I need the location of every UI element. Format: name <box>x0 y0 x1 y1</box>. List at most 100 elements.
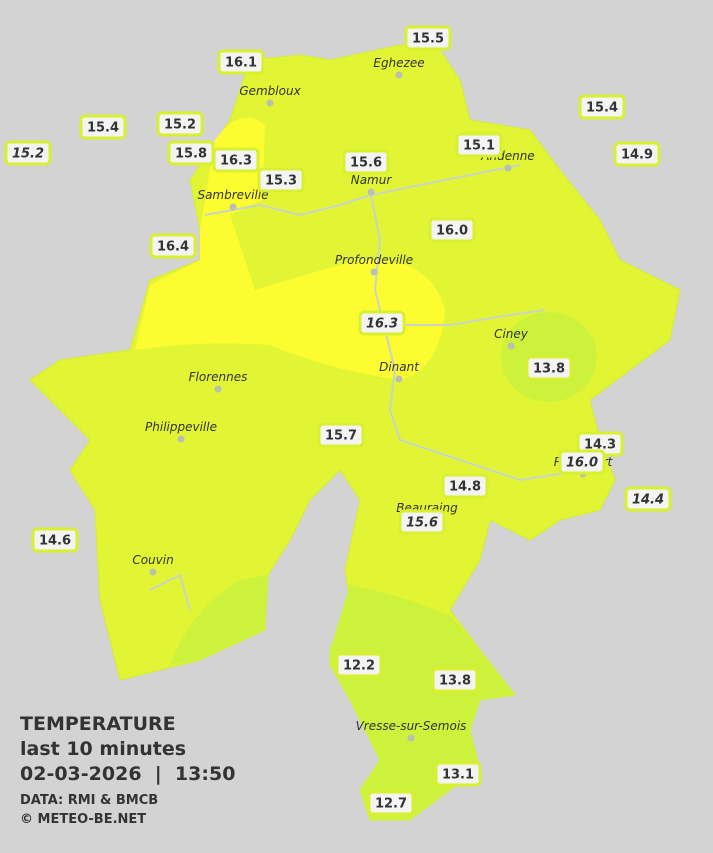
temperature-label: 13.1 <box>434 761 482 787</box>
temperature-label: 15.2 <box>4 140 52 166</box>
temperature-label: 14.9 <box>613 141 661 167</box>
city-dot <box>214 385 222 393</box>
city-dot <box>266 99 274 107</box>
temperature: 14.6 <box>39 534 71 549</box>
temperature-label: 15.3 <box>257 167 305 193</box>
credit: © METEO-BE.NET <box>20 812 146 827</box>
temperature-label: 15.1 <box>455 132 503 158</box>
city-dot <box>367 188 375 196</box>
temperature-label: 15.4 <box>79 114 127 140</box>
label-box <box>455 132 503 158</box>
temperature: 15.1 <box>463 139 495 154</box>
temperature-label: 14.8 <box>441 473 489 499</box>
temperature: 15.3 <box>265 174 297 189</box>
temperature: 14.4 <box>632 493 664 508</box>
temperature: 15.5 <box>412 32 444 47</box>
temperature: 15.8 <box>175 147 207 162</box>
city-name: Profondeville <box>335 253 413 267</box>
temperature: 15.4 <box>586 101 618 116</box>
city-name: Namur <box>351 173 393 187</box>
temperature: 13.8 <box>439 674 471 689</box>
cool-zone <box>170 575 268 665</box>
label-box <box>31 527 79 553</box>
temperature: 16.0 <box>566 456 598 471</box>
label-box <box>257 167 305 193</box>
temperature-label: 15.8 <box>167 140 215 166</box>
label-box <box>404 25 452 51</box>
temperature: 14.9 <box>621 148 653 163</box>
temperature: 12.7 <box>375 797 407 812</box>
label-box <box>217 49 265 75</box>
temperature-label: 15.6 <box>398 509 446 535</box>
city-dot <box>149 568 157 576</box>
temperature-label: 14.6 <box>31 527 79 553</box>
temperature-label: 13.8 <box>431 667 479 693</box>
temperature-label: 14.4 <box>624 486 672 512</box>
temperature: 12.2 <box>343 659 375 674</box>
temperature-label: 15.5 <box>404 25 452 51</box>
city-dot <box>177 435 185 443</box>
temperature-label: 15.7 <box>317 422 365 448</box>
temperature-label: 15.2 <box>156 111 204 137</box>
label-box <box>149 233 197 259</box>
temperature-label: 16.0 <box>558 449 606 475</box>
temperature-label: 13.8 <box>525 355 573 381</box>
temperature-label: 15.6 <box>342 149 390 175</box>
label-box <box>156 111 204 137</box>
label-box <box>367 790 415 816</box>
temperature: 16.3 <box>366 317 398 332</box>
label-box <box>558 449 606 475</box>
label-box <box>428 217 476 243</box>
city-name: Eghezee <box>373 56 424 70</box>
temperature: 16.3 <box>220 154 252 169</box>
temperature-label: 12.2 <box>335 652 383 678</box>
city-name: Florennes <box>189 370 248 384</box>
city-dot <box>395 375 403 383</box>
temperature: 15.6 <box>406 516 438 531</box>
label-box <box>335 652 383 678</box>
city-name: Vresse-sur-Semois <box>356 719 467 733</box>
city-dot <box>507 342 515 350</box>
temperature: 15.6 <box>350 156 382 171</box>
title: TEMPERATURE <box>20 713 176 735</box>
label-box <box>212 147 260 173</box>
city-dot <box>370 268 378 276</box>
city-dot <box>395 71 403 79</box>
temperature: 13.1 <box>442 768 474 783</box>
temperature: 15.2 <box>164 118 196 133</box>
label-box <box>342 149 390 175</box>
river <box>149 164 586 611</box>
city-name: Gembloux <box>239 84 301 98</box>
label-box <box>441 473 489 499</box>
temperature: 16.4 <box>157 240 189 255</box>
temperature: 15.2 <box>12 147 44 162</box>
source: DATA: RMI & BMCB <box>20 793 158 808</box>
label-box <box>431 667 479 693</box>
label-box <box>79 114 127 140</box>
city-name: Dinant <box>379 360 420 374</box>
label-box <box>358 310 406 336</box>
label-box <box>613 141 661 167</box>
temperature-label: 16.3 <box>212 147 260 173</box>
temperature-label: 16.0 <box>428 217 476 243</box>
temperature: 16.1 <box>225 56 257 71</box>
city-name: Couvin <box>132 553 173 567</box>
city-dot <box>407 734 415 742</box>
label-box <box>624 486 672 512</box>
label-box <box>525 355 573 381</box>
temperature: 15.7 <box>325 429 357 444</box>
city-name: Sambreville <box>197 188 268 202</box>
city-name: Ciney <box>494 327 529 341</box>
temperature-label: 15.4 <box>578 94 626 120</box>
temperature: 14.8 <box>449 480 481 495</box>
temperature-label: 16.4 <box>149 233 197 259</box>
subtitle: last 10 minutes <box>20 738 186 760</box>
temperature: 15.4 <box>87 121 119 136</box>
city-dot <box>229 203 237 211</box>
temperature: 14.3 <box>584 438 616 453</box>
temperature-label: 12.7 <box>367 790 415 816</box>
label-box <box>578 94 626 120</box>
temperature-label: 16.1 <box>217 49 265 75</box>
label-box <box>317 422 365 448</box>
